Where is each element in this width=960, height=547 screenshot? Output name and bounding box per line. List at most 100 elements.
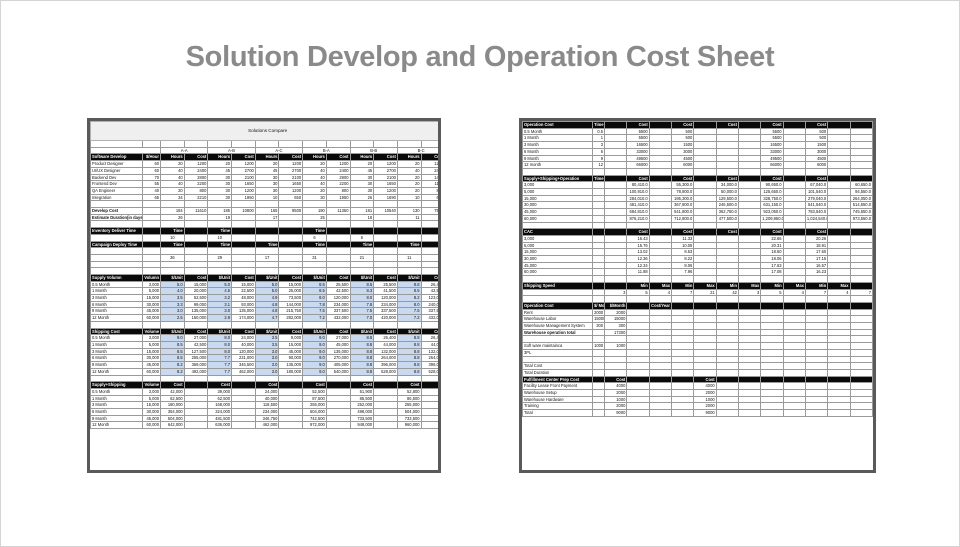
cell	[207, 320, 233, 329]
cell	[715, 348, 739, 357]
cell	[827, 134, 851, 143]
cell	[849, 154, 873, 163]
table-row: 9 Month 9 49500 4500 49500 4500	[522, 154, 873, 163]
cell: 132,000	[420, 347, 438, 356]
cell	[827, 201, 851, 210]
cell: Time	[254, 240, 280, 249]
cell	[278, 374, 304, 383]
cell	[737, 301, 762, 310]
cell: 2.9	[207, 314, 233, 322]
cell	[693, 234, 717, 243]
cell	[849, 281, 873, 290]
cell	[849, 268, 873, 277]
cell: Cost	[183, 273, 209, 282]
cell: 11350	[325, 207, 351, 215]
cell: 300	[604, 322, 628, 330]
cell: 100,910.0	[626, 188, 650, 196]
table-row: 3 Month 3 16500 1500 16500 1500	[522, 141, 873, 149]
cell	[737, 208, 762, 216]
cell	[183, 213, 209, 222]
blank-row	[522, 167, 873, 176]
cell	[715, 154, 739, 163]
cell	[827, 255, 851, 263]
cell: 5	[760, 288, 784, 297]
blank-row	[522, 295, 873, 303]
cell	[373, 240, 398, 249]
cell: 7.0	[349, 314, 375, 322]
cell	[648, 315, 673, 324]
cell	[349, 220, 375, 229]
cell	[325, 233, 351, 242]
cell	[827, 409, 851, 417]
cell: Supply Volumn	[90, 273, 143, 282]
cell: Cost	[420, 327, 438, 336]
cell	[693, 121, 717, 129]
cell	[737, 362, 762, 370]
cell	[804, 382, 829, 391]
table-row: Warehouse operation total 17300	[522, 328, 873, 337]
cell	[373, 220, 398, 229]
cell	[592, 241, 606, 250]
cell: 405,000	[325, 361, 351, 369]
cell	[715, 322, 739, 330]
cell	[160, 374, 185, 383]
cell	[737, 154, 762, 163]
cell	[782, 261, 806, 270]
cell	[522, 221, 594, 230]
cell: CAC	[522, 228, 594, 236]
cell: 52,500	[183, 294, 209, 302]
cell	[604, 228, 628, 236]
cell	[737, 315, 762, 324]
cell: 3000	[671, 147, 695, 156]
cell	[325, 414, 351, 423]
cell: Volumn	[142, 273, 161, 282]
cell: Shipping Speed	[522, 281, 594, 290]
cell	[648, 147, 673, 156]
cell: Total Duration	[522, 368, 594, 377]
cell: 234,000	[325, 300, 351, 309]
cell	[782, 342, 806, 350]
cell: 5	[626, 288, 650, 297]
cell: 4.8	[254, 307, 280, 316]
cell	[325, 227, 351, 235]
cell	[782, 167, 806, 176]
cell	[604, 221, 628, 230]
cell	[715, 382, 739, 391]
cell	[693, 342, 717, 350]
cell	[626, 409, 650, 417]
cell: Min	[626, 281, 650, 290]
cell: 125,650.0	[760, 188, 784, 196]
cell	[849, 134, 873, 143]
cell: 31	[302, 253, 327, 262]
cell	[737, 342, 762, 350]
cell: 42,000	[160, 387, 185, 396]
cell: 60,000	[522, 214, 594, 223]
cell	[278, 421, 304, 430]
cell	[782, 348, 806, 357]
cell	[693, 362, 717, 370]
cell	[737, 335, 762, 344]
cell	[90, 260, 143, 269]
cell	[760, 322, 784, 330]
cell	[849, 322, 873, 330]
cell: 8.0	[207, 347, 233, 356]
cell: Cost	[715, 174, 739, 183]
cell: Time	[302, 227, 327, 235]
cell: Cost	[183, 327, 209, 336]
cell	[207, 260, 233, 269]
cell	[760, 382, 784, 391]
cell: 8.8	[349, 347, 375, 356]
cell: 42,500	[325, 287, 351, 296]
cell	[231, 253, 256, 262]
cell: $/Unit	[254, 327, 280, 336]
cell: 432,000	[420, 314, 438, 322]
cell: Time	[396, 240, 422, 249]
cell: 6 Month	[90, 408, 143, 416]
cell	[693, 328, 717, 337]
cell: 62,500	[207, 394, 233, 403]
cell	[626, 167, 650, 176]
cell	[231, 421, 256, 430]
cell	[349, 227, 375, 235]
cell: Time	[207, 240, 233, 249]
cell: 94,550.0	[849, 188, 873, 196]
